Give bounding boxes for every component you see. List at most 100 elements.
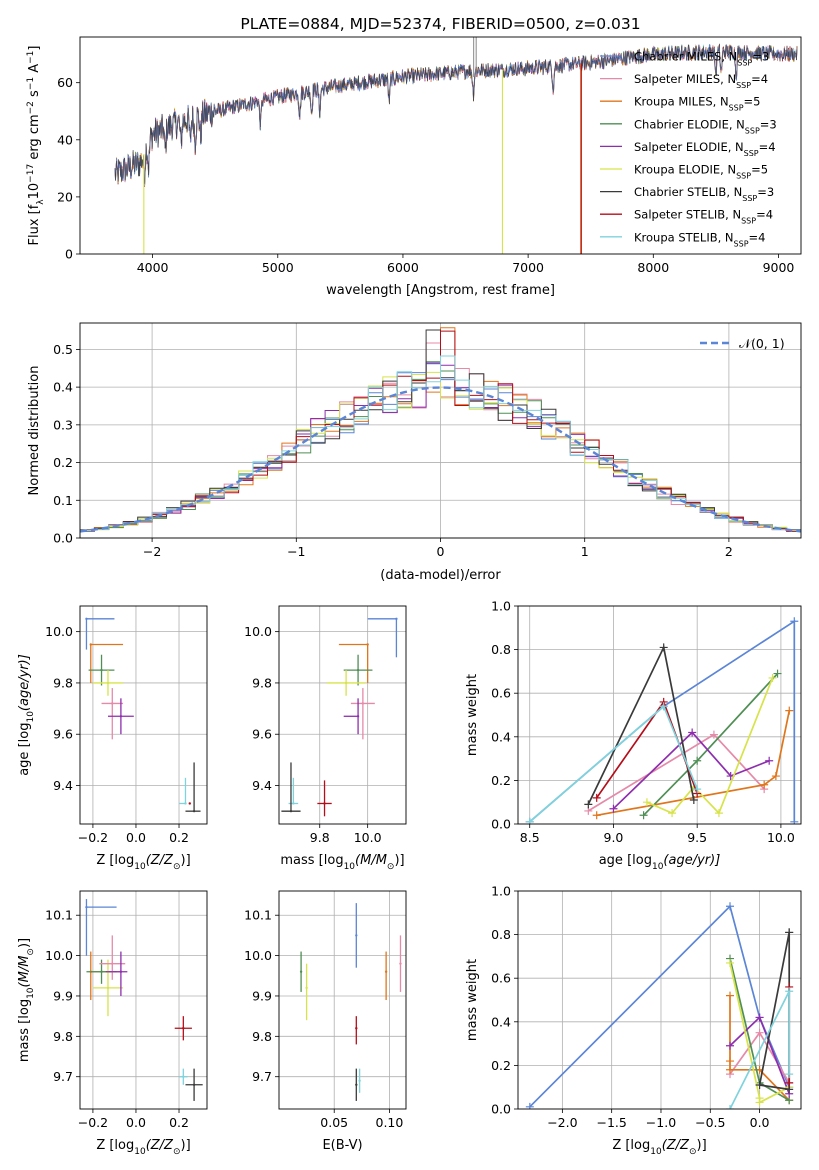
weight-marker-chabrier_miles [790, 817, 799, 824]
x-tick-label: 10.0 [767, 830, 795, 845]
y-tick-label: 0.4 [53, 380, 73, 395]
x-axis-label: wavelength [Angstrom, rest frame] [326, 283, 555, 298]
legend-label: Kroupa STELIB, NSSP=4 [634, 230, 765, 248]
weight-marker-chabrier_stelib [785, 928, 794, 937]
weight-marker-kroupa_miles [771, 772, 780, 781]
weight-marker-chabrier_miles [525, 1102, 534, 1109]
x-axis-label: Z [log10(Z/Z⊙)] [96, 853, 190, 872]
errorbar-point-kroupa_stelib [292, 802, 295, 805]
errorbar-point-chabrier_miles [355, 934, 358, 937]
weight-marker-salpeter_elodie [609, 804, 618, 813]
errorbar-point-kroupa_stelib [184, 802, 187, 805]
x-tick-label: 0.0 [126, 1115, 146, 1130]
y-tick-label: 0.6 [491, 971, 511, 986]
x-axis-label: mass [log10(M/M⊙)] [280, 853, 404, 872]
errorbar-point-kroupa_elodie [106, 681, 110, 685]
y-tick-label: 1.0 [491, 884, 511, 899]
errorbar-point-chabrier_stelib [355, 1083, 358, 1086]
x-tick-label: 8.5 [520, 830, 540, 845]
weight-marker-salpeter_stelib [785, 1078, 794, 1087]
x-tick-label: 0.2 [169, 830, 189, 845]
x-tick-label: 6000 [387, 260, 419, 275]
weight-marker-salpeter_stelib [592, 793, 601, 802]
weight-marker-chabrier_stelib [689, 796, 698, 805]
weight-line-chabrier_miles [529, 904, 790, 1108]
legend-label: Salpeter ELODIE, NSSP=4 [634, 140, 776, 158]
errorbar-point-kroupa_miles [366, 643, 369, 646]
x-axis-label: E(B-V) [322, 1138, 362, 1153]
weight-marker-kroupa_stelib [726, 1105, 735, 1109]
weight-marker-salpeter_miles [709, 730, 718, 739]
weight-marker-chabrier_miles [726, 902, 735, 911]
weight-marker-salpeter_elodie [726, 1041, 735, 1050]
weightAge: 8.5 9.0 9.5 10.0 0.0 0.2 0.4 0.6 0.8 1.0 [491, 599, 802, 845]
legend-label: Chabrier STELIB, NSSP=3 [634, 185, 774, 203]
y-tick-label: 9.8 [252, 1029, 272, 1044]
weightZ: −2.0 −1.5 −1.0 −0.5 0.0 0.0 0.2 0.4 0.6 0.8 1.0 [491, 884, 802, 1130]
weight-marker-chabrier_elodie [773, 669, 782, 678]
x-tick-label: 2 [725, 544, 733, 559]
x-tick-label: 9.8 [310, 830, 330, 845]
errorbar-points [85, 617, 201, 813]
errorbar-point-kroupa_elodie [344, 681, 348, 685]
y-tick-label: 9.9 [53, 988, 73, 1003]
x-tick-label: 8000 [637, 260, 669, 275]
errorbar-point-kroupa_stelib [358, 1079, 361, 1082]
y-tick-label: 9.6 [252, 727, 272, 742]
y-tick-label: 0.0 [491, 1102, 511, 1117]
y-tick-label: 40 [57, 132, 73, 147]
x-tick-label: 5000 [262, 260, 294, 275]
weight-lines [525, 902, 794, 1109]
weight-marker-kroupa_stelib [785, 1070, 794, 1079]
errorbar-point-salpeter_stelib [182, 1027, 185, 1030]
spectrum-panel: 4000 5000 6000 7000 8000 9000 0 20 40 60 [57, 36, 802, 275]
errorbar-point-chabrier_stelib [192, 809, 196, 813]
y-tick-label: 0.3 [53, 417, 73, 432]
errorbar-point-salpeter_elodie [119, 970, 123, 973]
y-tick-label: 9.4 [53, 778, 73, 793]
histogram-panel: −2 −1 0 1 2 0.0 0.1 0.2 0.3 0.4 0.5 𝒩(0, 1) [53, 322, 802, 559]
axes-frame [79, 605, 208, 825]
y-tick-label: 9.8 [53, 675, 73, 690]
legend-normal-label: 𝒩(0, 1) [739, 336, 785, 351]
x-tick-label: 1 [581, 544, 589, 559]
x-tick-label: −1.0 [646, 1115, 676, 1130]
x-tick-label: −2.0 [547, 1115, 577, 1130]
x-tick-label: 0.0 [126, 830, 146, 845]
axes-frame [79, 322, 802, 539]
weight-marker-salpeter_elodie [688, 728, 697, 737]
y-tick-label: 9.7 [252, 1069, 272, 1084]
normal-curve [80, 386, 801, 533]
legend-label: Kroupa ELODIE, NSSP=5 [634, 163, 768, 181]
weight-marker-salpeter_miles [755, 1028, 764, 1037]
errorbar-point-salpeter_elodie [356, 715, 360, 718]
y-tick-label: 1.0 [491, 599, 511, 614]
x-tick-label: 0.10 [376, 1115, 404, 1130]
errorbar-point-salpeter_miles [361, 702, 365, 705]
errorbar-point-chabrier_elodie [100, 668, 103, 672]
y-tick-label: 9.6 [53, 727, 73, 742]
axes-frame [278, 605, 407, 825]
weight-marker-kroupa_stelib [525, 817, 534, 824]
errorbar-point-salpeter_miles [111, 962, 114, 965]
x-tick-label: 9.5 [687, 830, 707, 845]
errorbar-points [85, 899, 203, 1101]
weight-marker-kroupa_miles [726, 1057, 735, 1066]
x-tick-label: −0.2 [78, 830, 108, 845]
y-tick-label: 20 [57, 189, 73, 204]
weight-marker-kroupa_elodie [768, 673, 777, 682]
y-tick-label: 0.2 [491, 773, 511, 788]
chart-title: PLATE=0884, MJD=52374, FIBERID=0500, z=0… [240, 15, 640, 33]
weight-marker-kroupa_miles [760, 780, 769, 789]
errorbar-point-chabrier_miles [85, 617, 88, 621]
legend-label: Chabrier MILES, NSSP=3 [634, 50, 769, 68]
x-tick-label: 0.0 [750, 1115, 770, 1130]
errorbar-point-chabrier_stelib [192, 1083, 196, 1086]
y-tick-label: 0.2 [491, 1058, 511, 1073]
weight-marker-chabrier_miles [790, 617, 799, 626]
y-tick-label: 0.6 [491, 686, 511, 701]
weight-marker-kroupa_miles [592, 811, 601, 820]
weight-marker-kroupa_miles [726, 991, 735, 1000]
y-axis-label: mass weight [465, 959, 480, 1041]
y-tick-label: 10.0 [45, 948, 73, 963]
